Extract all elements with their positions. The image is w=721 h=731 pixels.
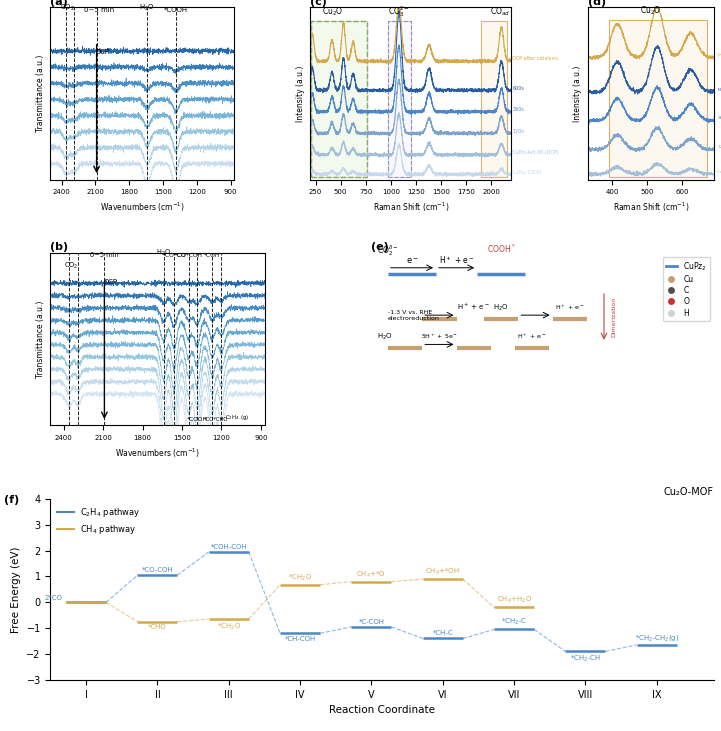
- X-axis label: Raman Shift (cm$^{-1}$): Raman Shift (cm$^{-1}$): [613, 201, 689, 214]
- Text: *CH-C: *CH-C: [433, 630, 453, 637]
- Bar: [311, 21, 367, 178]
- X-axis label: Wavenumbers (cm$^{-1}$): Wavenumbers (cm$^{-1}$): [115, 447, 200, 460]
- Bar: [388, 21, 411, 178]
- Text: 0~5 min: 0~5 min: [90, 252, 119, 258]
- Text: 120s: 120s: [513, 129, 524, 134]
- Text: H$_2$O: H$_2$O: [156, 248, 171, 258]
- Text: CH$_4$+H$_2$O: CH$_4$+H$_2$O: [497, 595, 531, 605]
- Text: H$^+$ + e$^-$: H$^+$ + e$^-$: [457, 302, 490, 312]
- Y-axis label: Transmittance (a.u.): Transmittance (a.u.): [36, 300, 45, 378]
- Text: CO$_2^{\delta-}$: CO$_2^{\delta-}$: [377, 243, 399, 257]
- Text: CO$_2$: CO$_2$: [63, 260, 78, 270]
- Text: OCP: OCP: [104, 279, 118, 284]
- Legend: C$_2$H$_4$ pathway, CH$_4$ pathway: C$_2$H$_4$ pathway, CH$_4$ pathway: [55, 503, 143, 538]
- Text: *CO-COH: *CO-COH: [141, 567, 173, 573]
- Text: (b): (b): [50, 243, 68, 252]
- Text: CH$_4$+*OH: CH$_4$+*OH: [425, 567, 460, 577]
- Text: CuPz₂ (OCP): CuPz₂ (OCP): [513, 170, 541, 175]
- Text: *CH$_2$O: *CH$_2$O: [217, 621, 241, 632]
- Text: H$^+$ + e$^-$: H$^+$ + e$^-$: [555, 303, 585, 312]
- Text: COOH$^*$: COOH$^*$: [487, 243, 516, 255]
- Text: *CH$_2$-CH$_2$(g): *CH$_2$-CH$_2$(g): [634, 633, 679, 643]
- Text: *CHO: *CHO: [148, 624, 167, 630]
- Text: *COH-COH: *COH-COH: [211, 544, 247, 550]
- Text: 360s: 360s: [513, 107, 524, 112]
- Text: CO$_{ad}$: CO$_{ad}$: [490, 6, 510, 18]
- Y-axis label: Intensity (a.u.): Intensity (a.u.): [573, 65, 583, 121]
- Bar: [482, 21, 508, 178]
- Y-axis label: Intensity (a.u.): Intensity (a.u.): [296, 65, 305, 121]
- Text: *COOH: *COOH: [164, 7, 188, 12]
- Legend: CuPz$_2$, Cu, C, O, H: CuPz$_2$, Cu, C, O, H: [663, 257, 710, 321]
- Text: H$_2$O: H$_2$O: [139, 2, 155, 12]
- X-axis label: Raman Shift (cm$^{-1}$): Raman Shift (cm$^{-1}$): [373, 201, 449, 214]
- Text: *CH$_2$-CH: *CH$_2$-CH: [570, 654, 601, 664]
- Text: 0~5 min: 0~5 min: [84, 7, 115, 12]
- Text: *CH$_2$O: *CH$_2$O: [288, 572, 312, 583]
- Text: e$^-$: e$^-$: [406, 257, 418, 266]
- Text: (f): (f): [4, 496, 19, 505]
- Y-axis label: Free Energy (eV): Free Energy (eV): [11, 546, 21, 632]
- Text: (d): (d): [588, 0, 606, 7]
- X-axis label: Reaction Coordinate: Reaction Coordinate: [329, 705, 435, 715]
- Text: CO$_2$: CO$_2$: [61, 2, 76, 12]
- Text: CH$_4$+*O: CH$_4$+*O: [356, 569, 386, 580]
- Text: H$^+$ + e$^-$: H$^+$ + e$^-$: [517, 333, 547, 341]
- Bar: [609, 20, 707, 178]
- Text: (c): (c): [311, 0, 327, 7]
- Text: Cu₂O-MOF: Cu₂O-MOF: [664, 487, 714, 497]
- Bar: [609, 20, 707, 178]
- Text: C$_2$H$_4$ (g): C$_2$H$_4$ (g): [225, 412, 249, 422]
- Text: *CO*CO: *CO*CO: [162, 253, 186, 258]
- Text: 360s: 360s: [717, 116, 721, 121]
- Text: OCP after catalysis: OCP after catalysis: [513, 56, 559, 61]
- Text: 5H$^+$ + 5e$^-$: 5H$^+$ + 5e$^-$: [421, 333, 458, 341]
- Text: *CH$_2$-C: *CH$_2$-C: [501, 617, 527, 627]
- Text: 2*CO: 2*CO: [45, 595, 63, 601]
- Text: *COOH: *COOH: [187, 417, 208, 422]
- Text: CuPz₂-Act-30 (OCP): CuPz₂-Act-30 (OCP): [513, 150, 559, 155]
- Text: 120s: 120s: [717, 145, 721, 149]
- X-axis label: Wavenumbers (cm$^{-1}$): Wavenumbers (cm$^{-1}$): [99, 201, 185, 214]
- Text: Cu$_2$O: Cu$_2$O: [640, 5, 662, 18]
- Text: OCP after catalysis: OCP after catalysis: [717, 53, 721, 57]
- Text: *CO*CHO: *CO*CHO: [204, 417, 229, 422]
- Text: 600s: 600s: [717, 88, 721, 91]
- Bar: [388, 21, 411, 178]
- Text: H$_2$O: H$_2$O: [493, 303, 509, 313]
- Text: CO$_3^{2-}$: CO$_3^{2-}$: [388, 4, 410, 19]
- Text: *CH-COH: *CH-COH: [285, 636, 316, 642]
- Text: 600s: 600s: [513, 86, 524, 91]
- Text: OCP: OCP: [95, 49, 109, 55]
- Text: CuPz₂-Act-30 (OCP): CuPz₂-Act-30 (OCP): [717, 170, 721, 174]
- Text: Dimerization: Dimerization: [611, 297, 616, 337]
- Text: *COH: *COH: [204, 253, 221, 258]
- Text: -1.3 V vs. RHE
electroreduction: -1.3 V vs. RHE electroreduction: [388, 310, 440, 321]
- Text: (a): (a): [50, 0, 68, 7]
- Text: H$_2$O: H$_2$O: [376, 333, 392, 342]
- Text: Cu$_2$O: Cu$_2$O: [322, 6, 343, 18]
- Text: *CO*COH: *CO*COH: [174, 253, 203, 258]
- Y-axis label: Transmittance (a.u.): Transmittance (a.u.): [36, 55, 45, 132]
- Text: *C-COH: *C-COH: [358, 619, 384, 625]
- Text: H$^+$ + e$^-$: H$^+$ + e$^-$: [438, 254, 474, 266]
- Bar: [311, 21, 367, 178]
- Text: (e): (e): [371, 243, 389, 252]
- Bar: [482, 21, 508, 178]
